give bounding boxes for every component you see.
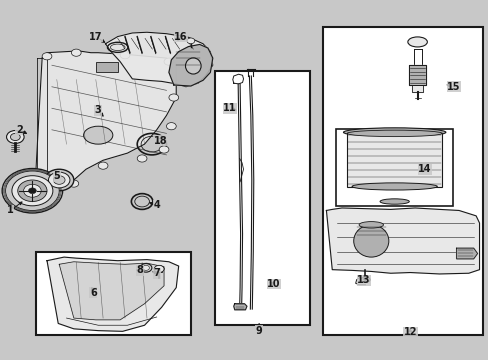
Ellipse shape <box>353 225 388 257</box>
Text: 5: 5 <box>53 171 60 181</box>
Circle shape <box>2 168 62 213</box>
Circle shape <box>6 131 24 143</box>
Circle shape <box>23 184 41 197</box>
Circle shape <box>28 188 36 194</box>
Text: 12: 12 <box>403 327 416 337</box>
Circle shape <box>18 180 47 202</box>
Circle shape <box>168 94 178 101</box>
Text: 2: 2 <box>16 125 22 135</box>
Polygon shape <box>168 44 212 86</box>
Ellipse shape <box>358 222 383 228</box>
Polygon shape <box>326 208 479 274</box>
Text: 8: 8 <box>136 265 143 275</box>
Circle shape <box>42 53 52 60</box>
Circle shape <box>49 193 59 200</box>
Text: 13: 13 <box>357 275 370 285</box>
Circle shape <box>137 155 147 162</box>
Circle shape <box>10 134 20 140</box>
Bar <box>215 71 310 325</box>
Circle shape <box>44 169 74 191</box>
Ellipse shape <box>407 37 427 47</box>
Circle shape <box>71 49 81 56</box>
Polygon shape <box>233 304 246 310</box>
Ellipse shape <box>351 183 436 190</box>
Polygon shape <box>47 257 178 331</box>
Circle shape <box>12 176 53 206</box>
Polygon shape <box>456 248 477 259</box>
Text: 14: 14 <box>417 164 431 174</box>
Ellipse shape <box>379 199 408 204</box>
Polygon shape <box>36 51 176 205</box>
Circle shape <box>163 58 173 65</box>
Text: 7: 7 <box>153 268 160 278</box>
Circle shape <box>142 265 149 270</box>
Text: 3: 3 <box>95 105 102 115</box>
Text: 9: 9 <box>255 325 262 336</box>
Circle shape <box>5 171 59 211</box>
Circle shape <box>53 176 65 184</box>
Circle shape <box>120 51 130 59</box>
Ellipse shape <box>360 277 369 282</box>
Circle shape <box>98 162 108 169</box>
Circle shape <box>186 38 194 44</box>
Ellipse shape <box>343 128 445 137</box>
Text: 18: 18 <box>154 136 167 145</box>
Polygon shape <box>105 32 212 87</box>
Bar <box>96 62 118 72</box>
Text: 15: 15 <box>447 82 460 92</box>
Text: 11: 11 <box>223 103 236 113</box>
Ellipse shape <box>83 126 113 144</box>
Ellipse shape <box>346 130 441 136</box>
Bar <box>335 129 452 206</box>
Circle shape <box>48 172 70 188</box>
Text: 10: 10 <box>266 279 280 289</box>
Circle shape <box>69 180 79 187</box>
Polygon shape <box>408 65 426 85</box>
Circle shape <box>154 265 163 273</box>
Circle shape <box>159 146 168 153</box>
Polygon shape <box>59 262 163 320</box>
Bar <box>36 252 190 335</box>
Bar <box>322 27 483 335</box>
Polygon shape <box>411 85 423 92</box>
Ellipse shape <box>185 58 201 74</box>
Circle shape <box>166 123 176 130</box>
Bar <box>346 134 441 187</box>
Text: 17: 17 <box>89 32 102 41</box>
Text: 1: 1 <box>7 206 14 216</box>
Text: 6: 6 <box>90 288 97 298</box>
Text: 4: 4 <box>153 200 160 210</box>
Text: 16: 16 <box>174 32 187 41</box>
Circle shape <box>36 200 46 207</box>
